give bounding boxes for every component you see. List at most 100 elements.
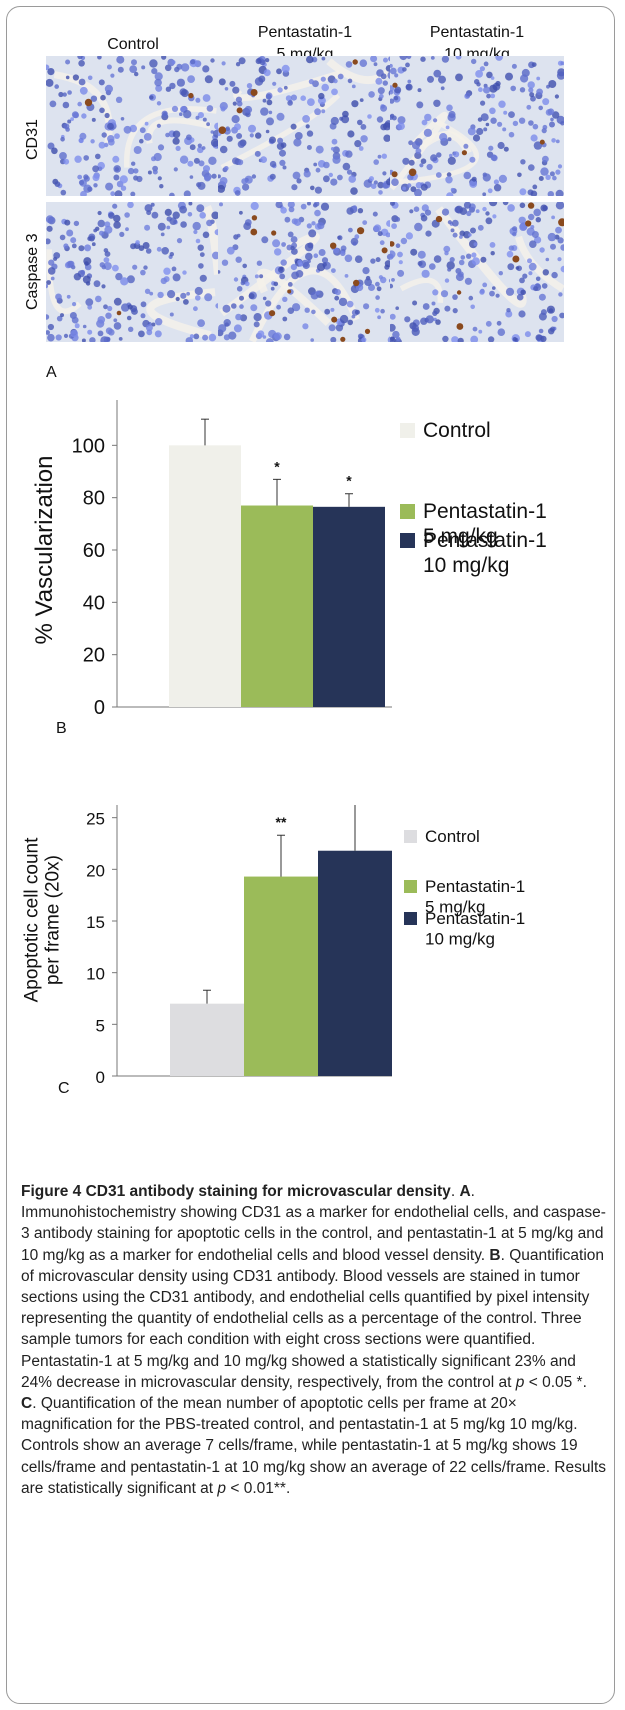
y-tick-label: 25 — [86, 810, 105, 829]
micrograph-nucleus — [490, 154, 497, 161]
micrograph-nucleus — [520, 74, 529, 83]
legend-label-line: Control — [425, 827, 480, 846]
micrograph-nucleus — [470, 227, 476, 234]
micrograph-nucleus — [47, 267, 56, 275]
micrograph-nucleus — [429, 263, 436, 270]
micrograph-nucleus — [390, 90, 394, 95]
micrograph-nucleus — [194, 286, 203, 296]
legend-label-line: 10 mg/kg — [423, 554, 509, 577]
micrograph-texture — [390, 56, 564, 196]
micrograph-nucleus — [113, 297, 122, 306]
micrograph-nucleus — [82, 275, 91, 284]
micrograph-nucleus — [193, 333, 200, 340]
micrograph-nucleus — [529, 240, 537, 248]
micrograph-nucleus — [281, 242, 286, 247]
micrograph-nucleus — [383, 57, 388, 63]
micrograph-nucleus — [381, 153, 387, 159]
micrograph-nucleus — [238, 57, 246, 65]
micrograph-nucleus — [72, 74, 79, 81]
micrograph-nucleus — [313, 162, 318, 167]
micrograph-nucleus — [284, 216, 291, 223]
micrograph-stain-mark — [251, 215, 258, 221]
micrograph-nucleus — [180, 292, 187, 299]
micrograph-nucleus — [398, 260, 403, 265]
micrograph-nucleus — [483, 86, 491, 94]
micrograph-nucleus — [538, 105, 543, 111]
micrograph-nucleus — [316, 263, 326, 272]
y-axis-label-line: % Vascularization — [31, 456, 58, 645]
micrograph-nucleus — [492, 286, 496, 290]
micrograph-nucleus — [235, 313, 242, 321]
micrograph-nucleus — [512, 226, 518, 232]
micrograph-nucleus — [314, 108, 321, 116]
micrograph-stain-mark — [512, 255, 520, 263]
micrograph-nucleus — [172, 211, 180, 219]
micrograph-nucleus — [413, 206, 420, 212]
micrograph-nucleus — [502, 202, 509, 206]
micrograph-nucleus — [533, 208, 541, 217]
micrograph-nucleus — [486, 71, 493, 79]
micrograph-nucleus — [173, 167, 178, 172]
micrograph-nucleus — [512, 232, 517, 237]
micrograph-nucleus — [518, 117, 526, 124]
micrograph-nucleus — [475, 209, 480, 214]
micrograph-nucleus — [479, 289, 485, 295]
caption-p-symbol: p — [515, 1373, 525, 1391]
micrograph-nucleus — [118, 337, 123, 341]
micrograph-nucleus — [487, 188, 493, 194]
micrograph-nucleus — [471, 176, 477, 182]
micrograph-nucleus — [417, 261, 423, 266]
micrograph-nucleus — [395, 216, 401, 222]
micrograph-nucleus — [251, 174, 257, 179]
micrograph-nucleus — [452, 308, 458, 314]
micrograph-nucleus — [471, 257, 480, 266]
micrograph-nucleus — [508, 245, 515, 251]
micrograph-nucleus — [385, 232, 391, 238]
micrograph-nucleus — [419, 163, 424, 168]
micrograph-nucleus — [535, 334, 543, 341]
micrograph-nucleus — [211, 173, 217, 179]
micrograph-nucleus — [468, 233, 472, 237]
micrograph-nucleus — [208, 156, 217, 165]
micrograph-nucleus — [560, 244, 564, 251]
micrograph-nucleus — [548, 80, 557, 88]
micrograph-nucleus — [110, 191, 116, 196]
micrograph-nucleus — [376, 286, 382, 292]
micrograph-nucleus — [421, 119, 428, 126]
micrograph-nucleus — [449, 153, 453, 158]
micrograph-nucleus — [443, 245, 451, 253]
micrograph-nucleus — [129, 124, 137, 133]
micrograph-nucleus — [390, 67, 397, 75]
micrograph-nucleus — [342, 162, 351, 171]
micrograph-nucleus — [193, 306, 198, 312]
micrograph-nucleus — [149, 291, 154, 296]
bar-apoptotic — [318, 850, 392, 1076]
micrograph-nucleus — [508, 131, 515, 138]
micrograph-nucleus — [303, 170, 311, 178]
micrograph-nucleus — [447, 156, 456, 165]
micrograph-nucleus — [46, 314, 50, 320]
micrograph-nucleus — [56, 315, 63, 322]
micrograph-nucleus — [417, 250, 426, 259]
micrograph-nucleus — [406, 56, 412, 59]
micrograph-nucleus — [375, 77, 383, 85]
micrograph-nucleus — [78, 245, 85, 252]
micrograph-nucleus — [175, 296, 180, 302]
micrograph-nucleus — [288, 99, 293, 104]
micrograph-nucleus — [345, 150, 353, 158]
micrograph-nucleus — [463, 143, 469, 149]
micrograph-nucleus — [232, 157, 239, 165]
micrograph-nucleus — [164, 64, 172, 72]
micrograph-nucleus — [141, 65, 146, 70]
micrograph-nucleus — [408, 159, 415, 166]
micrograph-nucleus — [195, 97, 201, 103]
micrograph-nucleus — [540, 167, 549, 176]
micrograph-nucleus — [390, 202, 395, 206]
micrograph-nucleus — [438, 75, 446, 84]
micrograph-nucleus — [390, 313, 396, 320]
micrograph-nucleus — [433, 99, 441, 107]
micrograph-nucleus — [101, 265, 106, 270]
micrograph-nucleus — [97, 316, 106, 324]
micrograph-nucleus — [226, 135, 233, 142]
micrograph-nucleus — [46, 238, 51, 245]
